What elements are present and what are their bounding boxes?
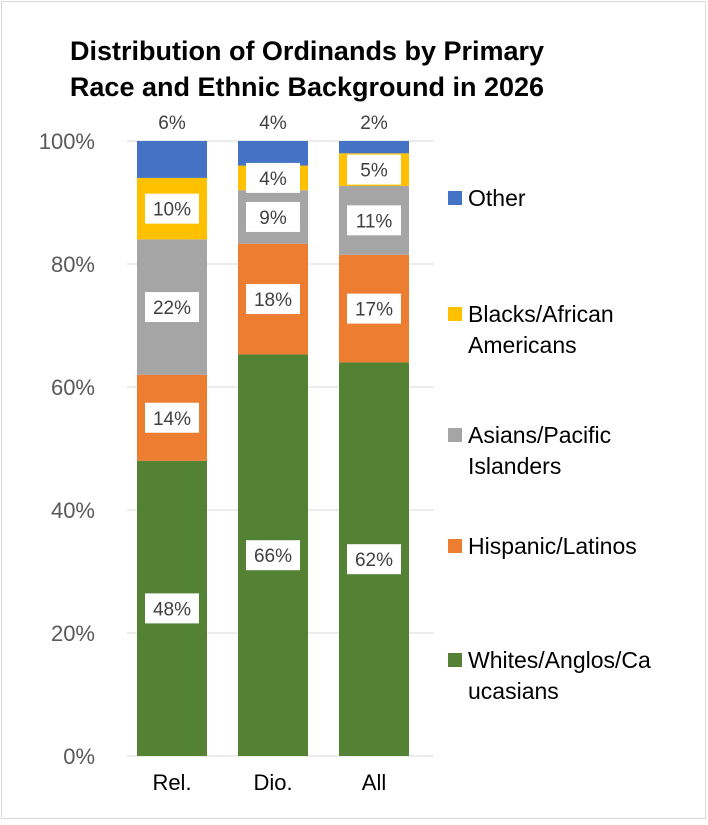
data-label: 4% — [259, 169, 287, 190]
bar-segment — [238, 141, 308, 166]
legend-swatch — [448, 307, 462, 321]
data-label: 62% — [355, 550, 393, 571]
legend-label: Blacks/African — [468, 301, 614, 327]
legend-label: Other — [468, 185, 526, 211]
x-category-label: All — [362, 770, 386, 795]
y-tick-label: 60% — [51, 375, 95, 400]
data-label-box — [246, 284, 300, 315]
legend: Other Blacks/African Americans Asians/Pacif… — [448, 185, 651, 704]
x-category-label: Dio. — [253, 770, 292, 795]
data-label: 18% — [254, 290, 292, 311]
data-label: 6% — [158, 113, 186, 134]
data-label: 11% — [356, 211, 393, 232]
data-label-box — [347, 154, 401, 185]
data-label-box — [145, 402, 199, 433]
legend-label: Whites/Anglos/Ca — [468, 647, 651, 673]
x-axis: Rel. Dio. All — [152, 770, 386, 795]
data-label: 4% — [259, 113, 287, 134]
legend-label: Americans — [468, 332, 577, 358]
legend-label: Asians/Pacific — [468, 422, 611, 448]
data-label: 9% — [259, 208, 287, 229]
x-category-label: Rel. — [152, 770, 191, 795]
bar-segment — [339, 141, 409, 154]
legend-swatch — [448, 428, 462, 442]
data-label: 22% — [153, 298, 191, 319]
data-label-box — [347, 544, 401, 575]
chart-title: Distribution of Ordinands by Primary Race… — [70, 36, 544, 102]
y-axis: 0% 20% 40% 60% 80% 100% — [39, 129, 95, 769]
data-label-box — [145, 593, 199, 624]
bar-segment — [137, 141, 207, 178]
y-tick-label: 100% — [39, 129, 95, 154]
data-label-box — [246, 201, 300, 232]
data-label: 66% — [254, 546, 292, 567]
data-label-box — [347, 205, 401, 236]
y-tick-label: 40% — [51, 498, 95, 523]
data-label-box — [347, 293, 401, 324]
data-label: 10% — [153, 200, 191, 221]
legend-swatch — [448, 539, 462, 553]
data-label-box — [145, 292, 199, 323]
y-tick-label: 0% — [63, 744, 95, 769]
y-tick-label: 20% — [51, 621, 95, 646]
data-labels: 48% 14% 22% 10% 6% 66% 18% 9% 4% 4% 62% 17% 11% 5% 2% — [145, 113, 401, 624]
data-label: 2% — [360, 113, 388, 134]
legend-label: Hispanic/Latinos — [468, 533, 637, 559]
data-label: 17% — [355, 300, 393, 321]
data-label-box — [145, 193, 199, 224]
data-label: 14% — [153, 409, 191, 430]
data-label-box — [246, 162, 300, 193]
legend-swatch — [448, 653, 462, 667]
y-tick-label: 80% — [51, 252, 95, 277]
data-label: 48% — [153, 599, 191, 620]
legend-label: ucasians — [468, 678, 559, 704]
data-label-box — [246, 540, 300, 571]
data-label: 5% — [360, 161, 388, 182]
legend-swatch — [448, 191, 462, 205]
legend-label: Islanders — [468, 453, 561, 479]
chart-title-line: Distribution of Ordinands by Primary — [70, 36, 544, 66]
chart-title-line: Race and Ethnic Background in 2026 — [70, 72, 544, 102]
